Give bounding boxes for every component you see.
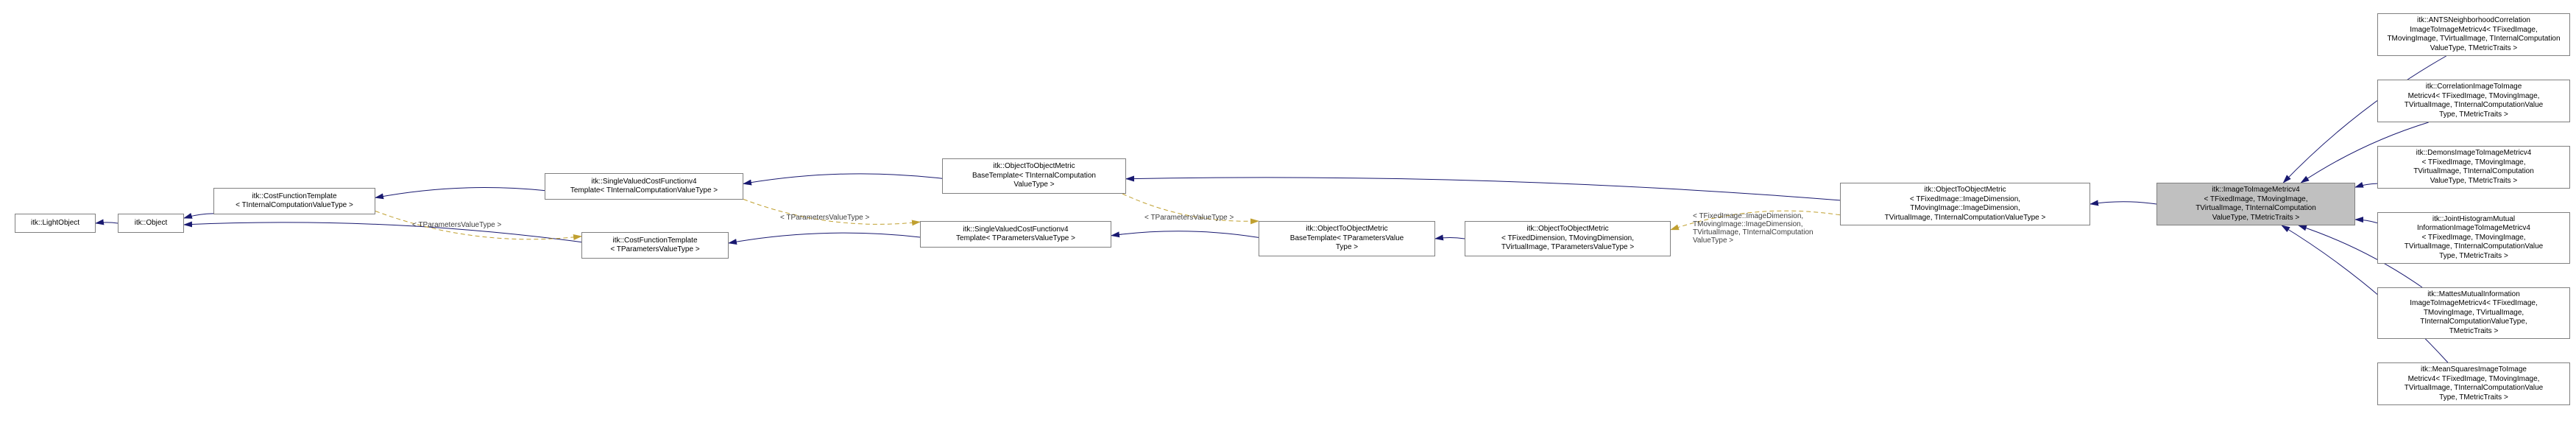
edge-jhmi-to-i2i bbox=[2355, 220, 2377, 223]
edge-svcf_tpv-to-cft_tpv bbox=[729, 233, 920, 243]
node-svcf_tic[interactable]: itk::SingleValuedCostFunctionv4 Template… bbox=[545, 173, 743, 200]
edge-o2obt_tic-to-svcf_tic bbox=[743, 174, 942, 184]
node-ants[interactable]: itk::ANTSNeighborhoodCorrelation ImageTo… bbox=[2377, 13, 2570, 56]
node-mattes[interactable]: itk::MattesMutualInformation ImageToImag… bbox=[2377, 287, 2570, 339]
node-o2obt_tpv[interactable]: itk::ObjectToObjectMetric BaseTemplate< … bbox=[1259, 221, 1435, 256]
node-cft_tic[interactable]: itk::CostFunctionTemplate < TInternalCom… bbox=[213, 188, 375, 214]
node-o2om_fix[interactable]: itk::ObjectToObjectMetric < TFixedImage:… bbox=[1840, 183, 2090, 225]
edge-o2om_gen-to-o2obt_tpv bbox=[1435, 238, 1465, 239]
node-demons[interactable]: itk::DemonsImageToImageMetricv4 < TFixed… bbox=[2377, 146, 2570, 189]
node-corr[interactable]: itk::CorrelationImageToImage Metricv4< T… bbox=[2377, 80, 2570, 122]
tparam-label: < TFixedImage::ImageDimension, TMovingIm… bbox=[1693, 212, 1814, 245]
edge-i2i-to-o2om_fix bbox=[2090, 202, 2156, 204]
edge-o2obt_tpv-to-svcf_tpv bbox=[1111, 231, 1259, 238]
node-jhmi[interactable]: itk::JointHistogramMutual InformationIma… bbox=[2377, 212, 2570, 264]
edge-svcf_tic-to-cft_tic bbox=[375, 188, 545, 198]
node-i2i[interactable]: itk::ImageToImageMetricv4 < TFixedImage,… bbox=[2156, 183, 2355, 225]
edge-o2om_fix-to-o2obt_tic bbox=[1126, 178, 1840, 200]
edge-demons-to-i2i bbox=[2355, 183, 2377, 187]
node-svcf_tpv[interactable]: itk::SingleValuedCostFunctionv4 Template… bbox=[920, 221, 1111, 248]
edge-cft_tic-to-object bbox=[184, 214, 213, 218]
tparam-label: < TParametersValueType > bbox=[412, 221, 501, 229]
node-o2obt_tic[interactable]: itk::ObjectToObjectMetric BaseTemplate< … bbox=[942, 158, 1126, 194]
node-o2om_gen[interactable]: itk::ObjectToObjectMetric < TFixedDimens… bbox=[1465, 221, 1671, 256]
tparam-label: < TParametersValueType > bbox=[780, 214, 869, 222]
node-object[interactable]: itk::Object bbox=[118, 214, 184, 233]
node-meansq[interactable]: itk::MeanSquaresImageToImage Metricv4< T… bbox=[2377, 362, 2570, 405]
edge-object-to-lightobj bbox=[96, 222, 118, 223]
tparam-label: < TParametersValueType > bbox=[1144, 214, 1234, 222]
node-lightobj[interactable]: itk::LightObject bbox=[15, 214, 96, 233]
edge-cft_tpv-to-object bbox=[184, 222, 581, 242]
node-cft_tpv[interactable]: itk::CostFunctionTemplate < TParametersV… bbox=[581, 232, 729, 259]
diagram-canvas: itk::LightObjectitk::Objectitk::CostFunc… bbox=[0, 0, 2576, 431]
